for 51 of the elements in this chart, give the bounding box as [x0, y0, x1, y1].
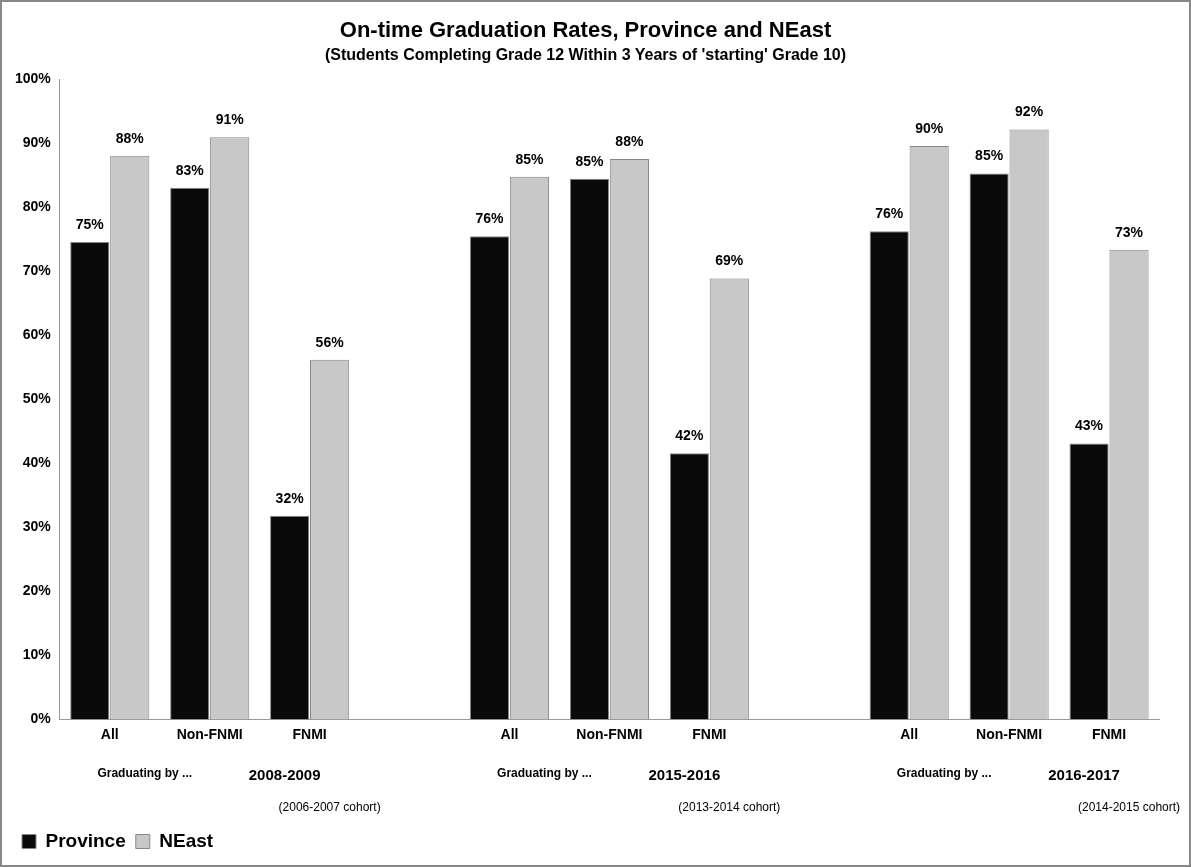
data-label: 88% — [615, 132, 644, 149]
x-tick-label: All — [500, 726, 519, 743]
data-label: 92% — [1015, 103, 1044, 120]
legend-label: Province — [45, 829, 126, 851]
text: (2006-2007 cohort) — [278, 800, 381, 815]
data-label: 69% — [715, 252, 744, 269]
y-tick-label: 80% — [22, 198, 52, 215]
text: Graduating by ... — [97, 766, 193, 781]
data-label: 85% — [515, 150, 545, 167]
text: (2013-2014 cohort) — [678, 800, 781, 815]
data-label: 90% — [915, 119, 944, 136]
text: 2008-2009 — [248, 766, 321, 784]
y-tick-label: 70% — [22, 262, 52, 279]
y-tick-label: 30% — [22, 518, 52, 535]
data-label: 42% — [675, 426, 704, 443]
chart-title: On-time Graduation Rates, Province and NEast — [339, 17, 832, 43]
y-tick-label: 60% — [22, 326, 52, 343]
text: Graduating by ... — [896, 766, 992, 781]
y-tick-label: 10% — [22, 646, 52, 663]
data-label: 85% — [975, 147, 1004, 164]
text: 2016-2017 — [1048, 766, 1120, 784]
text: Graduating by ... — [497, 766, 592, 781]
data-label: 85% — [575, 152, 604, 169]
data-label: 56% — [315, 333, 345, 350]
data-label: 83% — [175, 161, 205, 178]
y-tick-label: 0% — [30, 710, 52, 727]
data-label: 32% — [275, 489, 305, 506]
x-tick-label: Non-FNMI — [976, 726, 1043, 743]
y-tick-label: 100% — [14, 70, 52, 87]
x-tick-label: Non-FNMI — [576, 726, 643, 743]
text: 2015-2016 — [648, 766, 721, 784]
data-label: 43% — [1075, 417, 1104, 434]
x-tick-label: FNMI — [1091, 726, 1127, 743]
y-tick-label: 40% — [22, 454, 52, 471]
chart-subtitle: (Students Completing Grade 12 Within 3 Years of 'starting' Grade 10) — [324, 46, 847, 64]
x-tick-label: Non-FNMI — [176, 726, 243, 743]
legend-label: NEast — [159, 829, 214, 851]
x-tick-label: FNMI — [692, 726, 727, 743]
data-label: 76% — [475, 210, 505, 227]
x-tick-label: All — [100, 726, 119, 743]
data-label: 88% — [115, 129, 145, 146]
data-label: 91% — [215, 111, 245, 128]
x-tick-label: FNMI — [292, 726, 327, 743]
y-tick-label: 50% — [22, 390, 52, 407]
y-tick-label: 90% — [22, 134, 52, 151]
data-label: 75% — [75, 215, 105, 232]
x-tick-label: All — [900, 726, 919, 743]
text: (2014-2015 cohort) — [1077, 800, 1181, 815]
data-label: 73% — [1115, 223, 1144, 240]
y-tick-label: 20% — [22, 582, 52, 599]
data-label: 76% — [875, 205, 904, 222]
